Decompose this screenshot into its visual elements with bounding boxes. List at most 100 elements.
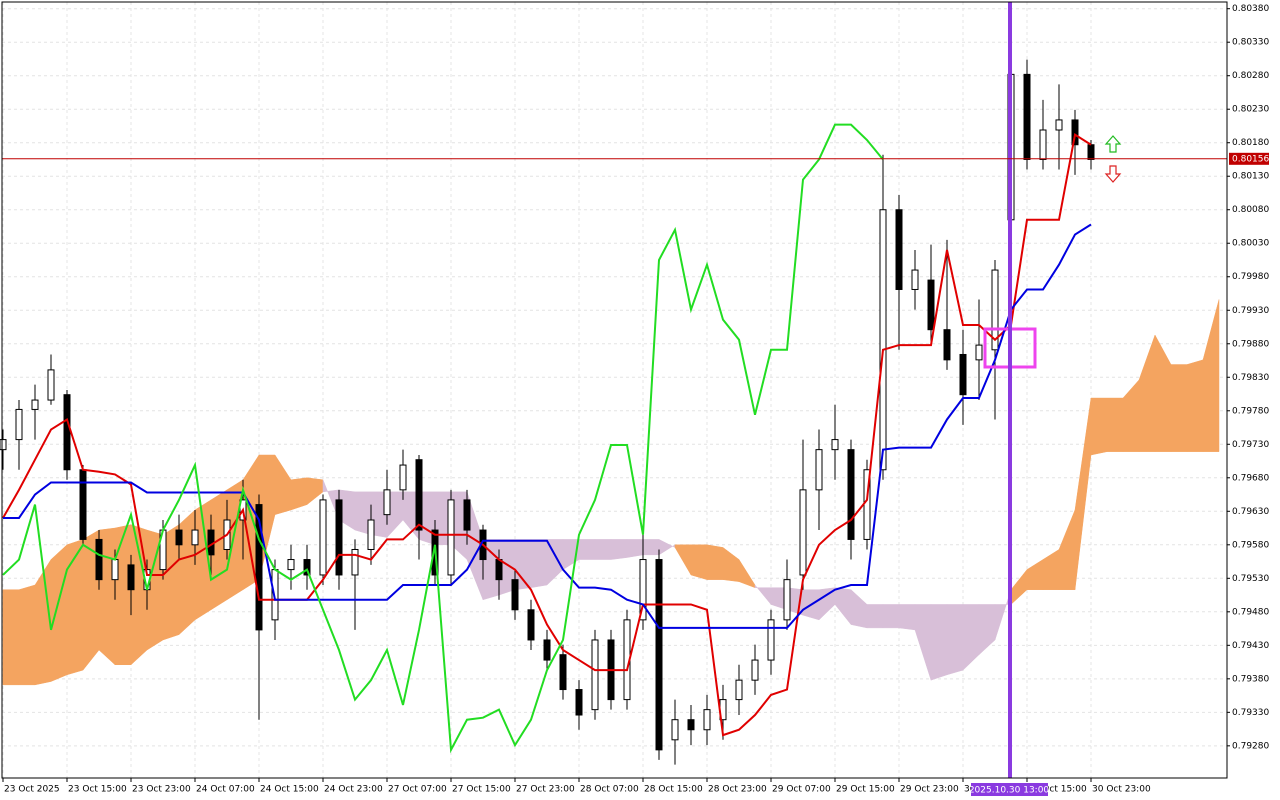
x-tick-label: 28 Oct 23:00: [708, 785, 767, 795]
cloud-segment: [626, 539, 644, 558]
candle-body: [575, 689, 583, 716]
cloud-segment: [594, 539, 612, 560]
x-tick-label: 29 Oct 23:00: [900, 785, 959, 795]
indicator-line: [2, 133, 1092, 737]
sell-arrow: [1104, 165, 1122, 183]
cloud-segment: [1202, 299, 1220, 452]
candle-body: [943, 329, 951, 361]
candle-body: [0, 439, 7, 451]
x-tick-label: 28 Oct 07:00: [580, 785, 639, 795]
x-tick-label: 23 Oct 23:00: [132, 785, 191, 795]
cloud-segment: [1090, 397, 1108, 456]
y-tick-label: 0.79780: [1232, 406, 1269, 416]
candle-body: [335, 499, 343, 576]
x-tick-label: 23 Oct 15:00: [68, 785, 127, 795]
time-marker-box: [971, 783, 1048, 796]
candle-body: [527, 609, 535, 641]
y-tick-label: 0.79680: [1232, 473, 1269, 483]
candle-body: [127, 564, 135, 591]
cloud-segment: [530, 539, 548, 588]
candle-body: [463, 499, 471, 531]
x-tick-label: 24 Oct 23:00: [324, 785, 383, 795]
candle-body: [927, 279, 935, 331]
y-tick-label: 0.80130: [1232, 172, 1269, 182]
candle-body: [543, 639, 551, 661]
cloud-segment: [1170, 364, 1188, 452]
candle-body: [655, 559, 663, 751]
cloud-segment: [114, 524, 132, 665]
x-tick-label: 30 Oct 15:00: [1028, 785, 1087, 795]
candle-body: [63, 394, 71, 471]
y-tick-label: 0.79380: [1232, 674, 1269, 684]
cloud-segment: [642, 539, 660, 556]
candle-body: [783, 579, 791, 621]
y-tick-label: 0.79830: [1232, 373, 1269, 383]
cloud-segment: [18, 584, 36, 686]
cloud-segment: [898, 604, 916, 631]
candle-body: [815, 449, 823, 491]
cloud-segment: [610, 539, 628, 560]
x-tick-label: 29 Oct 15:00: [836, 785, 895, 795]
y-tick-label: 0.79480: [1232, 607, 1269, 617]
candle-body: [175, 529, 183, 546]
y-tick-label: 0.79330: [1232, 708, 1269, 718]
buy-arrow: [1104, 135, 1122, 153]
cloud-segment: [930, 604, 948, 681]
y-tick-label: 0.79880: [1232, 339, 1269, 349]
candle-body: [1087, 144, 1095, 160]
x-tick-label: 29 Oct 07:00: [772, 785, 831, 795]
candle-body: [879, 209, 887, 471]
candle-body: [351, 548, 359, 576]
cloud-segment: [946, 604, 964, 676]
cloud-segment: [1186, 359, 1204, 452]
candle-body: [559, 654, 567, 691]
candle-body: [959, 353, 967, 396]
candle-body: [31, 399, 39, 410]
cloud-segment: [2, 589, 20, 686]
y-tick-label: 0.79980: [1232, 272, 1269, 282]
candle-body: [975, 344, 983, 361]
candle-body: [15, 408, 23, 441]
candle-body: [79, 469, 87, 540]
y-tick-label: 0.80030: [1232, 239, 1269, 249]
candle-body: [415, 459, 423, 531]
x-tick-label: 27 Oct 07:00: [388, 785, 447, 795]
candle-body: [895, 209, 903, 290]
candle-body: [447, 499, 455, 576]
x-tick-label: 24 Oct 15:00: [260, 785, 319, 795]
candle-body: [319, 499, 327, 576]
cloud-segment: [130, 524, 148, 666]
candle-body: [191, 529, 199, 546]
candle-body: [303, 559, 311, 576]
plot-frame: [1, 1, 1228, 779]
candle-body: [991, 269, 999, 351]
candle-body: [255, 504, 263, 631]
cloud-segment: [1106, 397, 1124, 452]
y-tick-label: 0.80180: [1232, 138, 1269, 148]
candle-body: [287, 559, 295, 571]
cloud-segment: [178, 509, 196, 636]
y-tick-label: 0.79280: [1232, 741, 1269, 751]
cloud-segment: [690, 544, 708, 580]
y-tick-label: 0.79730: [1232, 440, 1269, 450]
cloud-segment: [66, 539, 84, 676]
x-tick-label: 23 Oct 2025: [4, 785, 60, 795]
y-tick-label: 0.79630: [1232, 507, 1269, 517]
candle-body: [767, 619, 775, 661]
candle-body: [383, 489, 391, 516]
y-tick-label: 0.79530: [1232, 574, 1269, 584]
y-tick-label: 0.79930: [1232, 306, 1269, 316]
candle-body: [1023, 73, 1031, 160]
indicator-line: [2, 123, 884, 754]
candle-body: [1039, 129, 1047, 160]
cloud-segment: [290, 477, 308, 511]
candle-body: [799, 489, 807, 576]
x-tick-label: 27 Oct 15:00: [452, 785, 511, 795]
candle-body: [511, 579, 519, 611]
cloud-segment: [882, 604, 900, 629]
candle-body: [1055, 119, 1063, 131]
candle-body: [591, 639, 599, 711]
candle-body: [831, 439, 839, 451]
